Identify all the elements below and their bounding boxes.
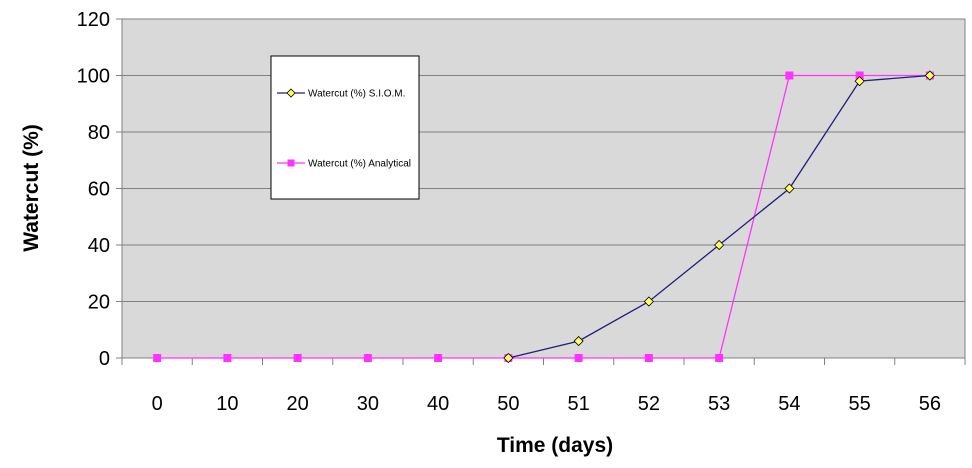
data-point-square (363, 354, 372, 362)
x-tick-label: 20 (287, 393, 309, 415)
axes (121, 357, 966, 365)
y-tick-label: 0 (99, 348, 110, 370)
data-point-diamond (503, 352, 514, 364)
data-point-square (785, 71, 794, 80)
data-point-square (574, 354, 583, 362)
series-group (153, 70, 935, 364)
x-tick-label: 53 (708, 393, 730, 415)
data-point-square (715, 354, 724, 362)
data-point-square (153, 354, 162, 362)
data-point-diamond (854, 76, 865, 87)
x-tick-label: 55 (849, 393, 871, 415)
series-siom (503, 70, 935, 364)
legend-label: Watercut (%) S.I.O.M. (308, 89, 405, 100)
x-tick-label: 56 (919, 393, 941, 415)
y-tick-label: 100 (77, 66, 110, 88)
series-line (157, 74, 930, 359)
x-tick-label: 51 (568, 393, 590, 415)
data-point-diamond (573, 335, 584, 347)
legend-marker-diamond (286, 88, 296, 98)
x-tick-labels: 0 10 20 30 40 50 51 52 53 54 55 56 (152, 393, 941, 415)
legend: Watercut (%) S.I.O.M. Watercut (%) Analyt… (270, 55, 420, 200)
data-point-square (855, 71, 864, 80)
legend-items: Watercut (%) S.I.O.M. Watercut (%) Analyt… (277, 88, 411, 170)
data-point-square (293, 354, 302, 362)
x-tick-label: 10 (216, 393, 238, 415)
y-tick-label: 80 (88, 122, 110, 144)
data-point-square (434, 354, 443, 362)
y-axis-title: Watercut (%) (20, 124, 43, 252)
x-tick-label: 0 (152, 393, 163, 415)
x-tick-label: 30 (357, 393, 379, 415)
legend-label: Watercut (%) Analytical (308, 159, 411, 170)
x-tick-label: 40 (427, 393, 449, 415)
y-tick-label: 20 (88, 292, 110, 314)
x-tick-label: 52 (638, 393, 660, 415)
y-tick-labels: 0 20 40 60 80 100 120 (77, 9, 110, 370)
gridlines (116, 18, 965, 359)
legend-box (270, 55, 420, 200)
data-point-diamond (714, 239, 725, 251)
x-tick-label: 50 (497, 393, 519, 415)
y-tick-label: 120 (77, 9, 110, 31)
data-point-diamond (784, 183, 795, 194)
data-point-square (644, 354, 653, 362)
x-tick-label: 54 (778, 393, 800, 415)
legend-marker-square (287, 159, 295, 167)
x-axis-title: Time (days) (497, 434, 613, 457)
y-tick-label: 40 (88, 235, 110, 257)
data-point-diamond (643, 296, 654, 307)
data-point-square (223, 354, 232, 362)
data-point-diamond (924, 70, 935, 81)
y-tick-label: 60 (88, 179, 110, 201)
